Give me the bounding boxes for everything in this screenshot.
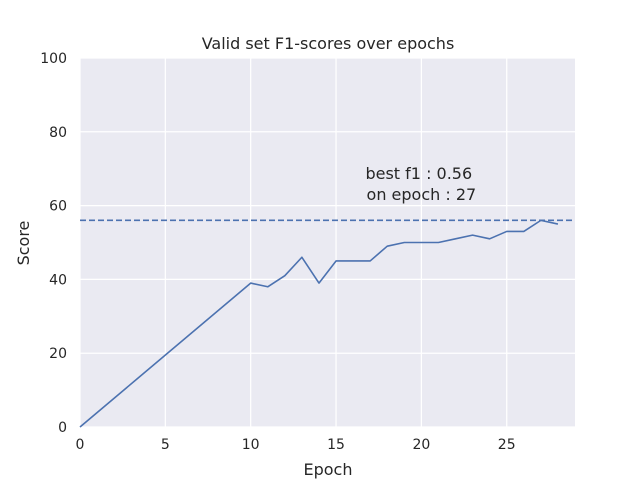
chart-title: Valid set F1-scores over epochs (202, 34, 455, 53)
y-tick-label: 0 (58, 420, 67, 436)
x-tick-label: 5 (161, 437, 170, 453)
x-axis-label: Epoch (304, 460, 353, 479)
x-tick-label: 20 (412, 437, 430, 453)
y-axis-label: Score (14, 221, 33, 266)
y-tick-label: 40 (49, 272, 67, 288)
y-tick-label: 60 (49, 199, 67, 215)
best-score-annotation: best f1 : 0.56 on epoch : 27 (365, 164, 477, 204)
y-tick-label: 100 (40, 51, 67, 67)
x-axis-ticks: 0 5 10 15 20 25 (76, 437, 516, 453)
x-tick-label: 0 (76, 437, 85, 453)
x-tick-label: 15 (327, 437, 345, 453)
x-tick-label: 10 (242, 437, 260, 453)
y-tick-label: 80 (49, 125, 67, 141)
annotation-line-2: on epoch : 27 (367, 185, 477, 204)
y-axis-ticks: 0 20 40 60 80 100 (40, 51, 67, 436)
x-tick-label: 25 (498, 437, 516, 453)
plot-area (80, 58, 575, 427)
series-line (79, 219, 559, 428)
annotation-line-1: best f1 : 0.56 (365, 164, 472, 183)
y-tick-label: 20 (49, 346, 67, 362)
series-group (79, 219, 559, 428)
